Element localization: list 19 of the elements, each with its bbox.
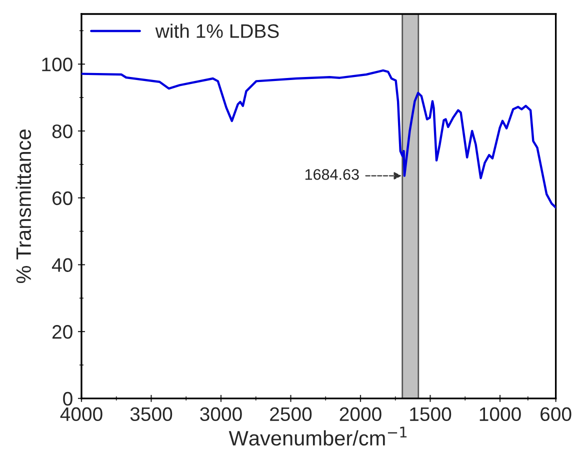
x-axis-title: Wavenumber/cm$^{−1}$	[228, 426, 407, 446]
x-tick-label: 4000	[60, 407, 102, 422]
x-tick-label: 1500	[410, 407, 452, 422]
y-tick-label: 80	[52, 124, 72, 138]
x-tick-label: 3500	[130, 407, 172, 422]
y-tick-label: 0	[63, 392, 72, 406]
legend-label: with 1% LDBS	[155, 24, 279, 38]
x-tick-label: 600	[540, 407, 572, 422]
y-axis-title: % Transmittance	[16, 130, 32, 284]
y-tick-label: 100	[42, 58, 72, 72]
y-tick-label: 20	[52, 325, 72, 339]
x-tick-label: 1000	[480, 407, 521, 422]
x-tick-label: 2000	[340, 407, 382, 422]
x-tick-label: 3000	[200, 407, 242, 422]
annotation: 1684.63	[305, 169, 359, 180]
y-tick-label: 60	[52, 191, 72, 206]
x-tick-label: 2500	[270, 407, 312, 422]
line-series	[81, 69, 556, 209]
y-tick-label: 40	[52, 258, 72, 272]
